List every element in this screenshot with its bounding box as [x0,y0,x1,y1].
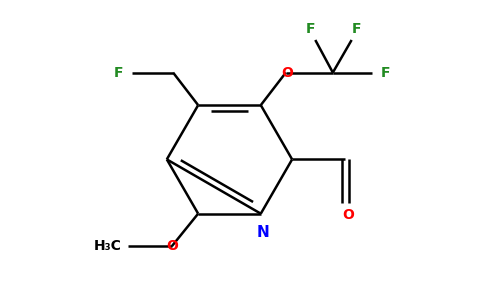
Text: F: F [380,66,390,80]
Text: F: F [352,22,362,36]
Text: F: F [305,22,315,36]
Text: H₃C: H₃C [94,239,121,253]
Text: F: F [114,66,123,80]
Text: O: O [166,239,178,253]
Text: O: O [281,66,293,80]
Text: N: N [257,225,269,240]
Text: O: O [342,208,354,222]
